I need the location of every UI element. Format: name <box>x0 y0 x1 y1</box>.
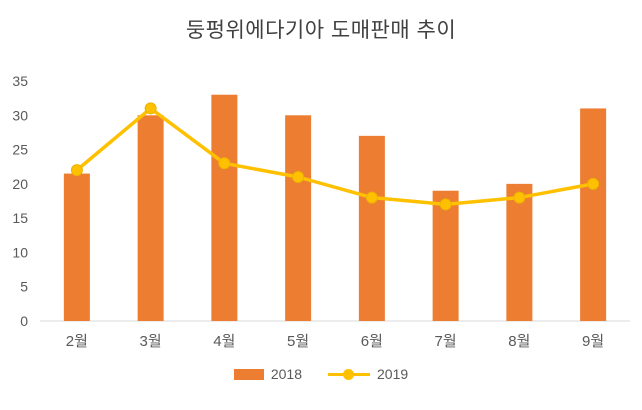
chart-plot-area: 0 5 10 15 20 25 30 35 2월 3월 4월 5월 6월 7월 8월 9월 <box>12 73 630 350</box>
x-axis-tick-label: 4월 <box>213 333 235 350</box>
line-marker-3월 <box>144 102 157 115</box>
bar-2월 <box>63 173 90 321</box>
bar-3월 <box>137 115 164 322</box>
legend-item-2019: 2019 <box>328 366 408 382</box>
y-axis-tick-label: 10 <box>12 244 28 260</box>
y-axis-tick-label: 20 <box>12 176 28 192</box>
x-axis-tick-label: 8월 <box>508 333 530 350</box>
bar-6월 <box>358 135 385 321</box>
line-marker-7월 <box>439 198 452 211</box>
y-axis-tick-label: 15 <box>12 210 28 226</box>
line-marker-6월 <box>365 191 378 204</box>
legend-label-2018: 2018 <box>270 366 302 382</box>
bar-4월 <box>211 94 238 321</box>
line-marker-8월 <box>513 191 526 204</box>
line-marker-2월 <box>70 164 83 177</box>
line-marker-4월 <box>218 157 231 170</box>
y-axis-tick-label: 25 <box>12 142 28 158</box>
y-axis-tick-label: 30 <box>12 107 28 123</box>
x-axis-tick-label: 3월 <box>140 333 162 350</box>
x-axis-tick-label: 7월 <box>435 333 457 350</box>
legend-line-marker-icon <box>343 369 354 380</box>
bar-5월 <box>285 115 312 322</box>
y-axis-tick-label: 0 <box>20 313 28 329</box>
bar-9월 <box>580 108 607 321</box>
chart-title: 둥펑위에다기아 도매판매 추이 <box>185 19 457 42</box>
y-axis-tick-label: 35 <box>12 73 28 89</box>
legend-bar-swatch <box>233 368 264 380</box>
legend-line-swatch <box>328 368 370 380</box>
legend-item-2018: 2018 <box>233 366 302 382</box>
x-axis-tick-label: 2월 <box>66 333 88 350</box>
y-axis-tick-label: 5 <box>20 279 28 295</box>
line-marker-5월 <box>292 171 305 183</box>
x-axis-tick-label: 5월 <box>287 333 309 350</box>
bar-8월 <box>506 183 533 321</box>
chart-legend: 2018 2019 <box>0 366 642 382</box>
legend-label-2019: 2019 <box>377 366 409 382</box>
x-axis-tick-label: 6월 <box>361 333 383 350</box>
line-marker-9월 <box>587 177 600 190</box>
bar-7월 <box>432 190 459 321</box>
x-axis-tick-label: 9월 <box>582 333 604 350</box>
line-series-2019 <box>75 106 595 207</box>
